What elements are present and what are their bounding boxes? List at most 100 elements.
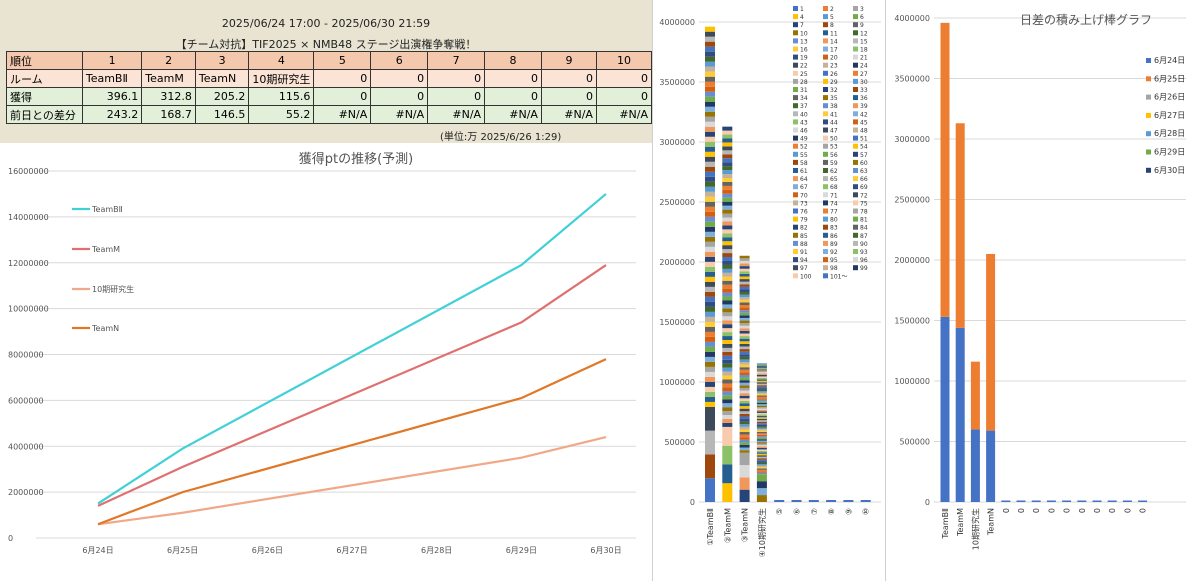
table-cell: TeamN <box>194 69 250 88</box>
bar-segment <box>722 138 733 143</box>
chart-title: 獲得ptの推移(予測) <box>299 151 414 167</box>
bar-segment <box>756 423 767 425</box>
bar-segment <box>739 400 750 404</box>
bar-segment <box>756 474 767 482</box>
legend-swatch <box>823 46 828 52</box>
bar-segment <box>739 387 750 391</box>
x-tick-label: 6月27日 <box>336 546 367 555</box>
legend-label: 6月28日 <box>1154 129 1185 138</box>
legend-label: 94 <box>800 257 808 264</box>
bar-segment <box>756 488 767 496</box>
legend-label: 85 <box>800 233 808 240</box>
line-chart: 0 2000000 4000000 6000000 8000000 10000000 120… <box>8 151 636 555</box>
bar-segment <box>705 196 715 202</box>
bar-segment <box>705 430 715 455</box>
bar-segment <box>1031 500 1041 502</box>
bar-segment <box>722 296 733 301</box>
bar-segment <box>705 306 715 312</box>
bar-segment <box>722 130 733 135</box>
bar-segment <box>739 356 750 360</box>
bar-segment <box>705 106 715 112</box>
bar-segment <box>722 229 733 234</box>
bar-segment <box>774 500 785 502</box>
bar-segment <box>705 236 715 242</box>
legend-label: 56 <box>830 152 838 159</box>
bar-segment <box>705 161 715 167</box>
x-tick-label: 10期研究生 <box>970 508 980 550</box>
bar-segment <box>756 414 767 416</box>
bar-segment <box>739 286 750 290</box>
event-period: 2025/06/24 17:00 - 2025/06/30 21:59 <box>221 17 431 30</box>
bar-segment <box>722 383 733 388</box>
bar-segment <box>722 419 733 423</box>
legend-swatch <box>793 192 798 198</box>
table-cell: 396.1 <box>81 87 143 106</box>
bar-segment <box>722 170 733 175</box>
bar-segment <box>705 176 715 182</box>
legend-label: 74 <box>830 200 838 207</box>
legend-swatch <box>853 22 858 28</box>
x-tick-label: 6月30日 <box>590 546 621 555</box>
bar-segment <box>722 312 733 317</box>
bar-segment <box>756 401 767 403</box>
bar-segment <box>722 355 733 360</box>
y-tick-label: 3500000 <box>894 75 930 84</box>
legend-swatch <box>853 265 858 271</box>
bar-segment <box>739 408 750 412</box>
legend-swatch <box>853 200 858 206</box>
legend-label: 45 <box>860 119 868 126</box>
bar-segment <box>722 134 733 139</box>
legend-label: 6月25日 <box>1154 74 1185 83</box>
legend-label: 44 <box>830 119 838 126</box>
bar-segment <box>739 294 750 298</box>
bar-segment <box>705 261 715 267</box>
bar-segment <box>722 181 733 186</box>
bar-segment <box>705 376 715 382</box>
legend-label: 9 <box>860 22 864 29</box>
y-tick-label: 1000000 <box>894 377 930 386</box>
legend-label: 63 <box>860 168 868 175</box>
legend-swatch <box>823 22 828 28</box>
table-cell: #N/A <box>427 105 486 124</box>
bar-segment <box>739 489 750 502</box>
table-cell: 9 <box>540 51 597 70</box>
legend-swatch <box>823 257 828 263</box>
table-cell: ルーム <box>6 69 83 88</box>
bar-segment <box>756 471 767 473</box>
y-tick-label: 2500000 <box>894 196 930 205</box>
bar-segment <box>722 249 733 254</box>
legend-swatch <box>793 38 798 44</box>
bar-segment <box>705 346 715 352</box>
legend-label: 30 <box>860 79 868 86</box>
bar-segment <box>756 385 767 387</box>
bar-segment <box>739 317 750 321</box>
legend-label: 24 <box>860 63 868 70</box>
bar-segment <box>756 464 767 466</box>
legend-label: 52 <box>800 144 808 151</box>
legend-swatch <box>823 151 828 157</box>
bar-segment <box>756 434 767 437</box>
bar-segment <box>722 411 733 416</box>
bar-segment <box>705 291 715 297</box>
bar-segment <box>756 411 767 413</box>
bar-segment <box>705 111 715 117</box>
bar-segment <box>756 437 767 440</box>
table-cell: 0 <box>313 69 372 88</box>
legend-label: 51 <box>860 136 868 143</box>
bar-segment <box>756 395 767 397</box>
y-tick-label: 1000000 <box>659 378 695 387</box>
legend-label: 82 <box>800 225 808 232</box>
legend-label: 20 <box>830 55 838 62</box>
legend-swatch <box>853 30 858 36</box>
bar-segment <box>739 442 750 445</box>
legend-swatch <box>823 240 828 246</box>
legend-label: 1 <box>800 6 804 13</box>
legend-label: 28 <box>800 79 808 86</box>
legend-label: 71 <box>830 192 838 199</box>
bar-segment <box>756 420 767 422</box>
bar-segment <box>722 407 733 412</box>
legend-label: 14 <box>830 38 838 45</box>
bar-segment <box>722 403 733 408</box>
bar-segment <box>756 374 767 377</box>
bar-segment <box>739 330 750 334</box>
